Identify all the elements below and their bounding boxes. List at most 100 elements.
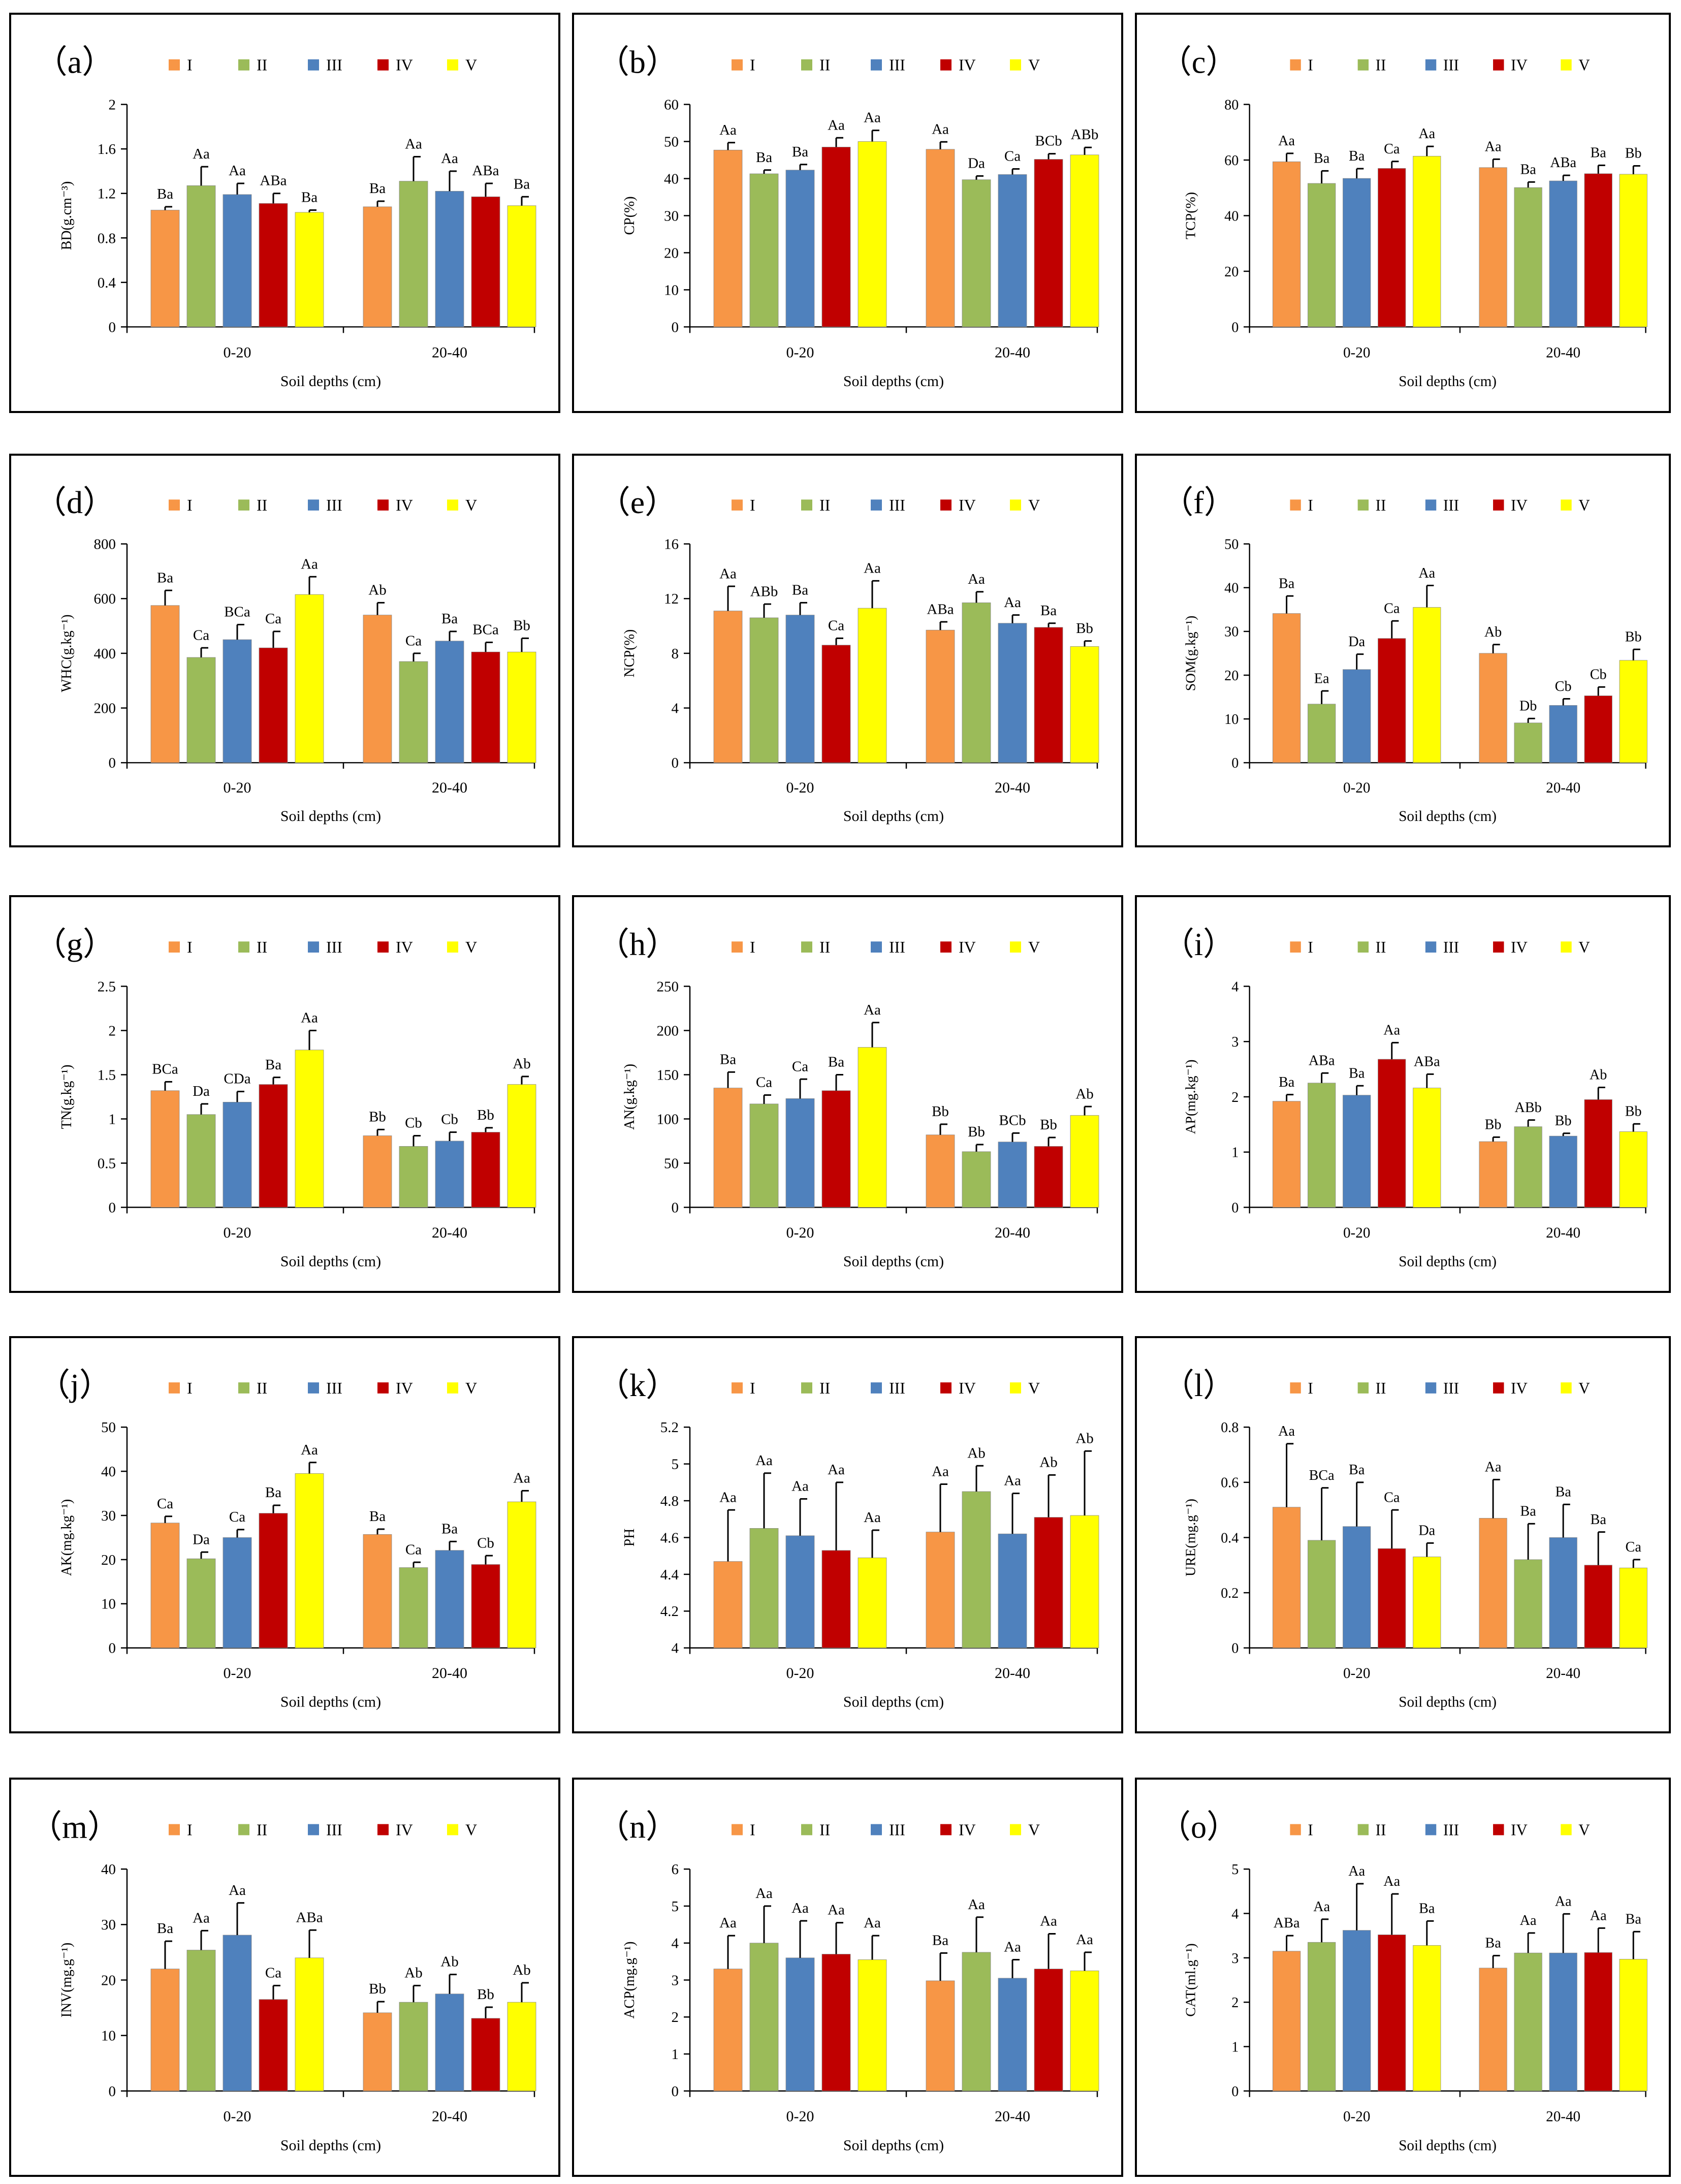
panel-label: （d） [34, 485, 115, 520]
y-tick-label: 30 [101, 1508, 116, 1524]
legend-label-V: V [465, 56, 477, 74]
legend-label-III: III [889, 496, 905, 514]
bar-I-0-20 [713, 1969, 743, 2092]
y-tick-label: 50 [664, 1156, 679, 1172]
bar-II-0-20 [186, 1950, 216, 2092]
legend-label-III: III [326, 56, 342, 74]
bar-I-0-20 [713, 149, 743, 327]
bar-IV-0-20 [1378, 168, 1406, 327]
x-axis-label: Soil depths (cm) [1399, 2137, 1497, 2154]
y-tick-label: 250 [657, 978, 679, 995]
legend-label-II: II [1376, 1379, 1386, 1397]
y-axis-label: CP(%) [622, 196, 638, 235]
bar-V-0-20 [295, 594, 324, 763]
significance-label: Ba [756, 149, 772, 166]
significance-label: BCa [224, 604, 250, 620]
legend-swatch-I [169, 1824, 180, 1835]
significance-label: Ab [404, 1965, 422, 1981]
y-tick-label: 2.5 [98, 978, 116, 995]
y-tick-label: 0.4 [98, 275, 116, 291]
y-tick-label: 1 [1231, 2039, 1239, 2055]
legend-swatch-II [238, 1824, 249, 1835]
legend-label-V: V [1578, 496, 1590, 514]
x-tick-label-20-40: 20-40 [1546, 1225, 1580, 1241]
y-axis-label: NCP(%) [621, 629, 637, 678]
bar-II-0-20 [186, 185, 216, 327]
y-axis-label: URE(mg.g⁻¹) [1183, 1499, 1198, 1576]
legend-label-IV: IV [396, 496, 413, 514]
y-tick-label: 0.8 [98, 230, 116, 246]
significance-label: Aa [1555, 1893, 1572, 1909]
significance-label: Ba [1349, 1462, 1365, 1478]
significance-label: Bb [477, 1986, 494, 2003]
bar-IV-20-40 [471, 1564, 500, 1649]
x-tick-label-0-20: 0-20 [1343, 344, 1370, 361]
x-tick-label-20-40: 20-40 [995, 1224, 1030, 1241]
bar-IV-20-40 [1584, 173, 1612, 327]
significance-label: Cb [1555, 679, 1572, 694]
legend-label-V: V [1028, 56, 1040, 74]
x-tick-label-0-20: 0-20 [786, 780, 814, 796]
x-tick-label-0-20: 0-20 [786, 1665, 814, 1682]
legend-swatch-I [1290, 1382, 1301, 1394]
y-axis-label: PH [622, 1529, 638, 1546]
bar-III-0-20 [1343, 1095, 1371, 1208]
legend-label-V: V [1578, 938, 1590, 956]
legend-swatch-II [801, 941, 812, 953]
bar-III-20-40 [998, 623, 1027, 763]
x-tick-label-0-20: 0-20 [224, 344, 251, 361]
significance-label: Ab [1075, 1431, 1093, 1447]
legend-swatch-III [1425, 59, 1437, 71]
legend-label-I: I [187, 1379, 193, 1397]
x-tick-label-20-40: 20-40 [1546, 2108, 1580, 2125]
significance-label: Ba [157, 1920, 173, 1937]
y-tick-label: 40 [1224, 208, 1239, 224]
legend-label-V: V [465, 1379, 477, 1397]
significance-label: Cb [1590, 667, 1607, 682]
legend-label-I: I [187, 1821, 193, 1839]
bar-I-20-40 [926, 1980, 955, 2092]
legend-label-I: I [1308, 1821, 1313, 1839]
legend-label-I: I [187, 56, 193, 74]
legend-label-II: II [819, 496, 830, 514]
significance-label: BCa [152, 1061, 178, 1078]
chart-panel-j: （j） I II III IV V 0 10 20 30 40 50 0-20 20-40 Soil dep… [9, 1336, 560, 1733]
significance-label: Ca [1384, 1490, 1400, 1505]
chart-panel-f: （f） I II III IV V 0 10 20 30 40 50 0-20 20-40 Soil dep… [1135, 454, 1671, 847]
legend-swatch-V [1561, 1824, 1572, 1835]
legend-label-III: III [1443, 1379, 1459, 1397]
bar-III-0-20 [223, 1102, 252, 1208]
significance-label: BCb [1035, 133, 1062, 149]
legend-label-III: III [326, 496, 342, 514]
significance-label: Ab [1039, 1454, 1057, 1471]
significance-label: Aa [301, 1010, 318, 1026]
legend-label-III: III [326, 1821, 342, 1839]
bar-IV-0-20 [821, 147, 851, 327]
legend-swatch-II [238, 941, 249, 953]
significance-label: Aa [1076, 1932, 1093, 1948]
bar-III-0-20 [785, 170, 815, 327]
legend-swatch-IV [377, 59, 389, 71]
legend-swatch-V [447, 59, 458, 71]
bar-III-0-20 [1343, 669, 1371, 763]
legend-swatch-II [1357, 1382, 1369, 1394]
significance-label: Aa [755, 1452, 773, 1469]
significance-label: Aa [828, 1902, 845, 1918]
legend-swatch-IV [377, 941, 389, 953]
y-axis-label: AK(mg.kg⁻¹) [59, 1499, 75, 1576]
y-axis-label: TN(g.kg⁻¹) [59, 1065, 75, 1129]
legend-label-II: II [819, 938, 830, 956]
y-tick-label: 16 [664, 536, 679, 553]
significance-label: Ba [1419, 1901, 1435, 1916]
bar-IV-20-40 [1584, 1565, 1612, 1649]
significance-label: ABa [1274, 1915, 1300, 1931]
significance-label: Aa [1278, 1423, 1295, 1439]
legend-swatch-III [871, 1382, 882, 1394]
legend-label-IV: IV [396, 1379, 413, 1397]
significance-label: Ba [1279, 576, 1295, 591]
bar-V-0-20 [858, 1557, 887, 1649]
bar-IV-0-20 [1378, 1934, 1406, 2092]
bar-I-20-40 [1479, 653, 1507, 763]
